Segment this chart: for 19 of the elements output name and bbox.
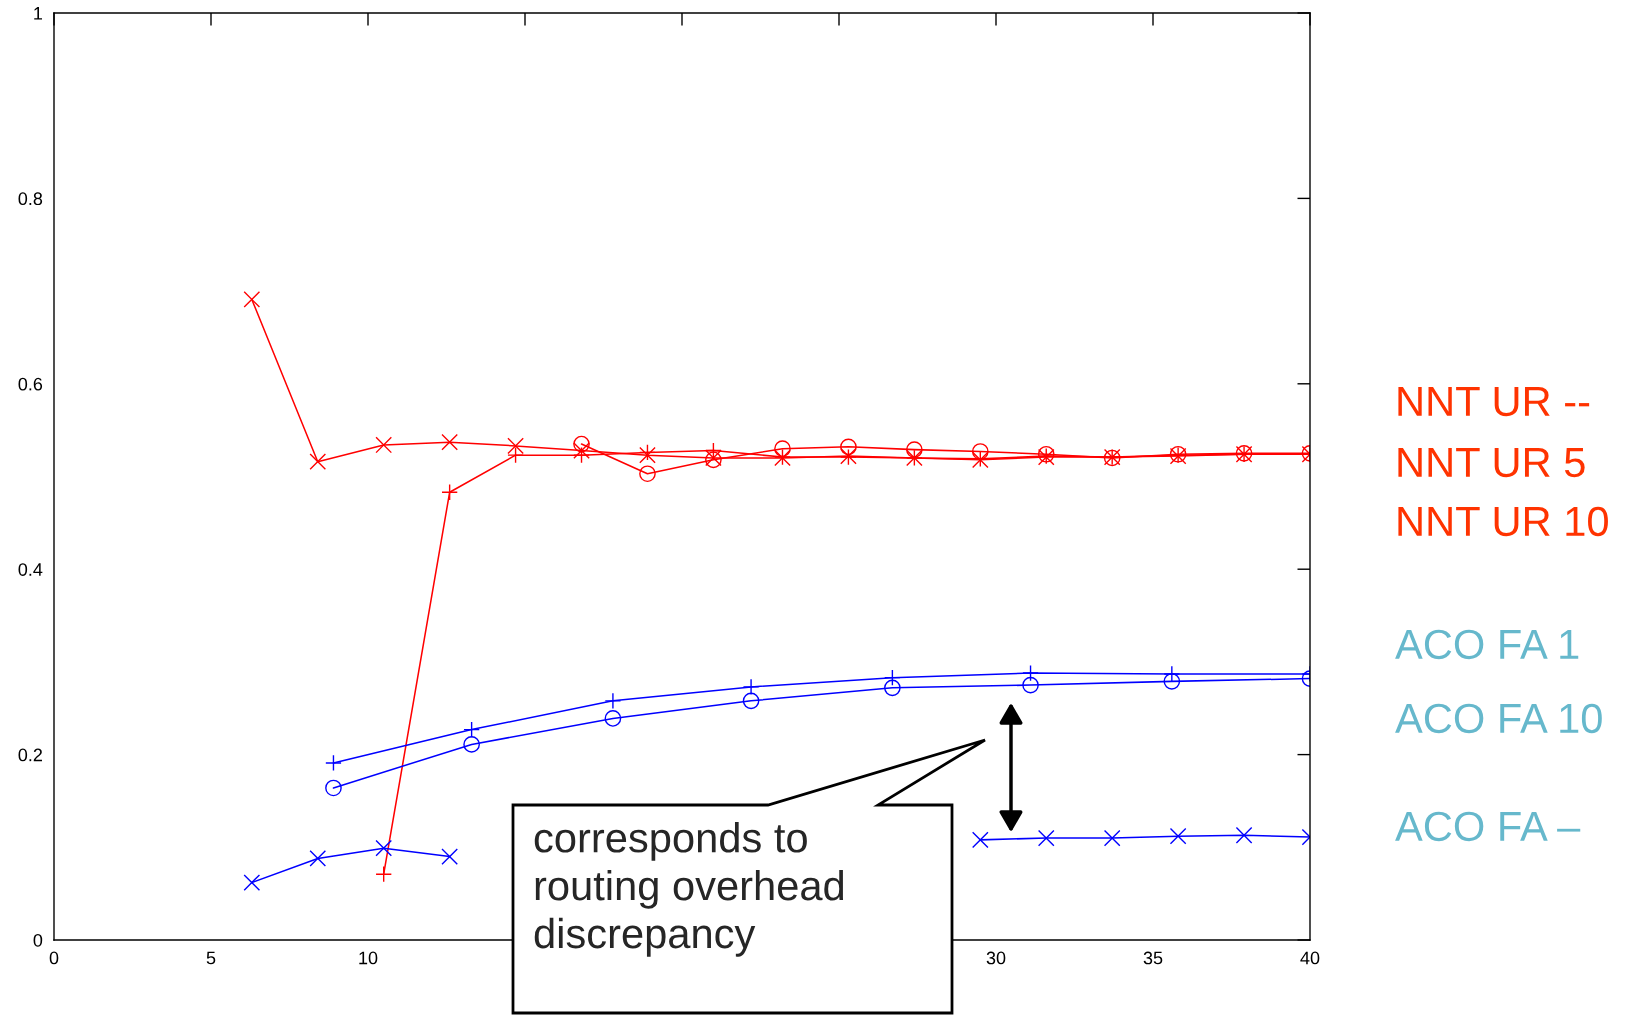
x-tick-label: 5	[206, 951, 216, 965]
y-tick-label: 1	[34, 7, 43, 20]
text: NNT UR 10	[1398, 506, 1608, 537]
text: NNT UR 5	[1398, 448, 1585, 478]
y-tick-label: 0	[33, 933, 43, 947]
y-tick-label: 0.4	[18, 563, 43, 576]
text: ACO FA 10	[1395, 703, 1602, 734]
y-tick-label: 0.8	[18, 192, 43, 206]
y-tick-label: 0.2	[18, 748, 42, 762]
annotation: corresponds to routing overhead discrepancy	[534, 822, 844, 957]
x-tick-label: 10	[359, 951, 378, 965]
text: ACO FA –	[1395, 811, 1581, 842]
x-tick-label: 0	[49, 951, 59, 965]
text: NNT UR --	[1398, 387, 1590, 417]
x-tick-label: 40	[1300, 951, 1320, 965]
x-tick-label: 30	[986, 951, 1006, 965]
x-tick-label: 35	[1143, 951, 1163, 965]
y-tick-label: 0.6	[18, 377, 43, 391]
text: ACO FA 1	[1395, 629, 1579, 660]
